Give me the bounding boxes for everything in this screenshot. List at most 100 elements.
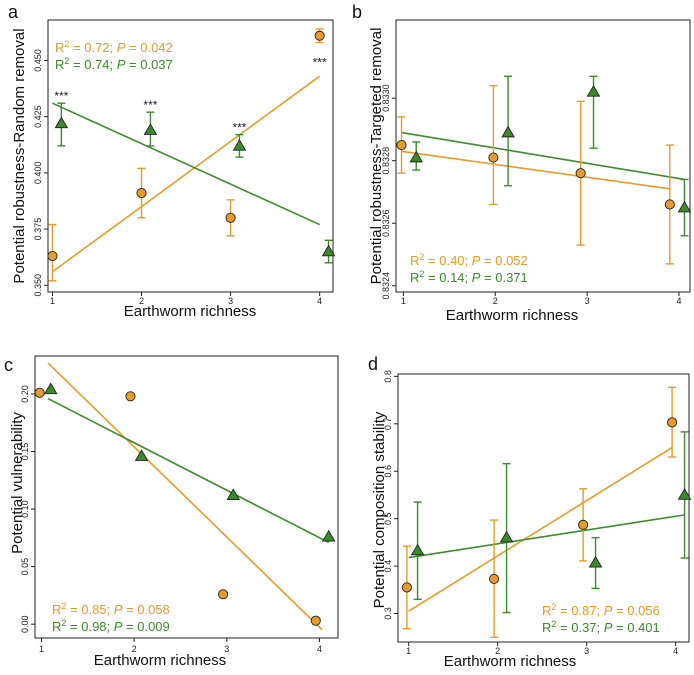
data-point-triangle — [43, 382, 58, 395]
fit-line-green — [401, 131, 685, 181]
x-tick-label: 3 — [584, 646, 589, 656]
y-axis-label: Potential composition stability — [371, 411, 388, 608]
y-tick-label: 0.350 — [33, 274, 43, 297]
data-point-circle — [218, 589, 229, 600]
data-point-triangle — [321, 244, 336, 257]
x-axis-label: Earthworm richness — [446, 307, 579, 324]
data-point-triangle — [499, 530, 514, 543]
stat-annotation-orange: R2 = 0.85; P = 0.058 — [52, 601, 170, 617]
y-tick-label: 0.15 — [20, 443, 30, 461]
y-tick-label: 0.05 — [20, 558, 30, 576]
fit-line-orange — [408, 446, 673, 612]
x-tick-label: 4 — [317, 296, 322, 306]
y-tick-label: 0.8326 — [381, 209, 391, 237]
data-point-triangle — [410, 543, 425, 556]
data-point-circle — [401, 582, 412, 593]
stat-annotation-orange: R2 = 0.72; P = 0.042 — [55, 39, 173, 55]
panel-b: b 1 2 3 4 0.8324 0.8326 0.8328 0.8330 Earthworm r… — [352, 2, 692, 324]
y-tick-label: 0.10 — [20, 500, 30, 518]
plot-frame — [34, 355, 339, 639]
significance-label: *** — [313, 55, 327, 69]
stat-annotation-green: R2 = 0.74; P = 0.037 — [55, 56, 173, 72]
panel-d: d 1 2 3 4 0.3 0.4 0.5 0.6 0.7 0.8 Earthworm richnes… — [368, 354, 692, 670]
data-point-circle — [488, 152, 499, 163]
plot-frame — [397, 373, 690, 643]
x-tick-label: 2 — [139, 296, 144, 306]
significance-label: *** — [232, 121, 246, 135]
y-tick-label: 0.425 — [33, 105, 43, 128]
data-point-triangle — [588, 555, 603, 568]
plot-frame — [47, 19, 334, 293]
x-tick-label: 3 — [585, 296, 590, 306]
x-tick-label: 4 — [673, 646, 678, 656]
data-point-triangle — [321, 529, 336, 542]
data-point-triangle — [501, 125, 515, 138]
x-tick-label: 1 — [401, 296, 406, 306]
stat-annotation-green: R2 = 0.37; P = 0.401 — [542, 619, 660, 635]
x-axis-label: Earthworm richness — [94, 652, 227, 669]
data-point-triangle — [143, 123, 158, 135]
fit-line-green — [408, 514, 685, 559]
data-point-triangle — [677, 488, 692, 500]
y-tick-label: 0.400 — [33, 162, 43, 185]
x-tick-label: 1 — [50, 296, 55, 306]
data-point-circle — [664, 199, 675, 210]
y-tick-label: 0.8328 — [381, 147, 391, 175]
y-tick-label: 0.8324 — [381, 272, 391, 300]
data-point-circle — [310, 615, 321, 626]
y-tick-label: 0.375 — [33, 218, 43, 241]
data-point-circle — [125, 391, 136, 402]
data-point-circle — [396, 140, 407, 151]
x-axis-label: Earthworm richness — [444, 653, 577, 670]
fit-line-orange — [401, 150, 670, 190]
stat-annotation-orange: R2 = 0.87; P = 0.056 — [542, 602, 660, 618]
y-tick-label: 0.7 — [383, 418, 393, 431]
data-point-triangle — [232, 138, 247, 151]
x-tick-label: 4 — [317, 644, 322, 654]
panel-letter: c — [4, 355, 13, 375]
x-tick-label: 2 — [493, 296, 498, 306]
plot-frame — [395, 19, 691, 293]
data-point-triangle — [134, 449, 149, 461]
data-point-circle — [578, 519, 589, 530]
data-point-circle — [667, 417, 678, 428]
data-point-circle — [34, 387, 45, 398]
panel-letter: b — [352, 2, 362, 22]
panel-letter: a — [8, 2, 19, 22]
y-tick-label: 0.6 — [383, 465, 393, 478]
significance-label: *** — [54, 89, 68, 103]
y-tick-label: 0.20 — [20, 385, 30, 403]
y-tick-label: 0.5 — [383, 512, 393, 525]
x-tick-label: 2 — [495, 646, 500, 656]
panel-c: c 1 2 3 4 0.00 0.05 0.10 0.15 0.20 Earthworm richn… — [4, 355, 339, 669]
y-tick-label: 0.8 — [383, 370, 393, 383]
data-point-circle — [314, 30, 325, 41]
data-point-circle — [47, 250, 58, 262]
y-tick-label: 0.3 — [383, 607, 393, 620]
data-point-circle — [575, 168, 586, 179]
data-point-circle — [489, 573, 500, 584]
data-point-triangle — [586, 85, 601, 97]
fit-line-orange — [51, 75, 321, 273]
y-tick-label: 0.00 — [20, 615, 30, 633]
x-tick-label: 1 — [406, 646, 411, 656]
fit-line-green — [47, 397, 330, 544]
x-tick-label: 1 — [39, 644, 44, 654]
y-axis-label: Potential robustness-Random removal — [11, 28, 28, 283]
x-tick-label: 2 — [132, 644, 137, 654]
x-axis-label: Earthworm richness — [124, 303, 257, 320]
data-point-triangle — [54, 116, 69, 129]
data-point-circle — [225, 212, 236, 223]
data-point-triangle — [409, 150, 423, 163]
y-tick-label: 0.4 — [383, 560, 393, 573]
panel-a: a 1 2 3 4 0.350 0.375 0.400 0.425 0.450 Earthworm … — [8, 2, 336, 320]
stat-annotation-green: R2 = 0.98; P = 0.009 — [52, 618, 170, 634]
y-tick-label: 0.450 — [33, 49, 43, 72]
x-tick-label: 3 — [224, 644, 229, 654]
data-point-circle — [136, 188, 147, 199]
stat-annotation-green: R2 = 0.14; P = 0.371 — [410, 269, 528, 285]
stat-annotation-orange: R2 = 0.40; P = 0.052 — [410, 252, 528, 268]
y-axis-label: Potential vulnerability — [9, 412, 26, 554]
x-tick-label: 3 — [228, 296, 233, 306]
